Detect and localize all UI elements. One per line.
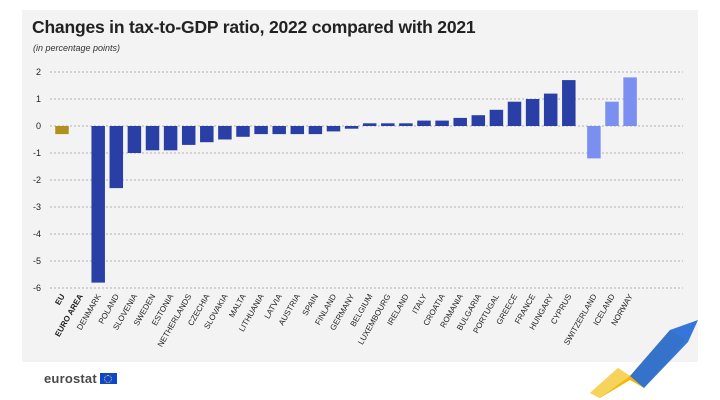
bar (326, 126, 341, 132)
bar (254, 126, 268, 135)
y-tick-label: 1 (36, 94, 41, 104)
bar (290, 126, 305, 135)
bar (308, 126, 323, 135)
bar (236, 126, 250, 137)
bar (471, 115, 486, 126)
logo-text: eurostat (44, 371, 97, 386)
bar (381, 123, 395, 126)
bar (587, 126, 601, 159)
bar (91, 126, 105, 283)
eu-flag-icon (99, 373, 117, 384)
y-tick-label: -3 (33, 202, 41, 212)
bar (525, 99, 540, 126)
bar (399, 123, 413, 126)
bar (435, 120, 449, 126)
bar (55, 126, 69, 135)
bar (623, 77, 637, 126)
bar (163, 126, 178, 151)
bar (543, 93, 558, 126)
bar (362, 123, 377, 126)
y-tick-label: -4 (33, 229, 41, 239)
y-tick-label: -1 (33, 148, 41, 158)
bar (562, 80, 576, 126)
bar (344, 126, 359, 129)
bar (453, 117, 467, 126)
bar (181, 126, 196, 145)
chart-panel (22, 10, 698, 362)
bar (200, 126, 214, 143)
y-tick-label: 0 (36, 121, 41, 131)
chart-subtitle: (in percentage points) (33, 43, 121, 53)
bar (272, 126, 286, 135)
eurostat-logo: eurostat (44, 371, 117, 386)
y-tick-label: -5 (33, 256, 41, 266)
y-tick-label: -6 (33, 283, 41, 293)
bar (507, 101, 522, 126)
chart-title: Changes in tax-to-GDP ratio, 2022 compar… (32, 17, 476, 37)
x-tick-label: ITALY (410, 292, 429, 315)
bar (218, 126, 232, 140)
eurostat-swoosh-icon (590, 320, 698, 398)
bar (127, 126, 142, 153)
bar (417, 120, 431, 126)
bar (145, 126, 160, 151)
bar (489, 109, 504, 126)
bar (605, 101, 619, 126)
y-tick-label: -2 (33, 175, 41, 185)
bar (109, 126, 124, 189)
y-tick-label: 2 (36, 67, 41, 77)
x-tick-label: EU (53, 292, 66, 306)
